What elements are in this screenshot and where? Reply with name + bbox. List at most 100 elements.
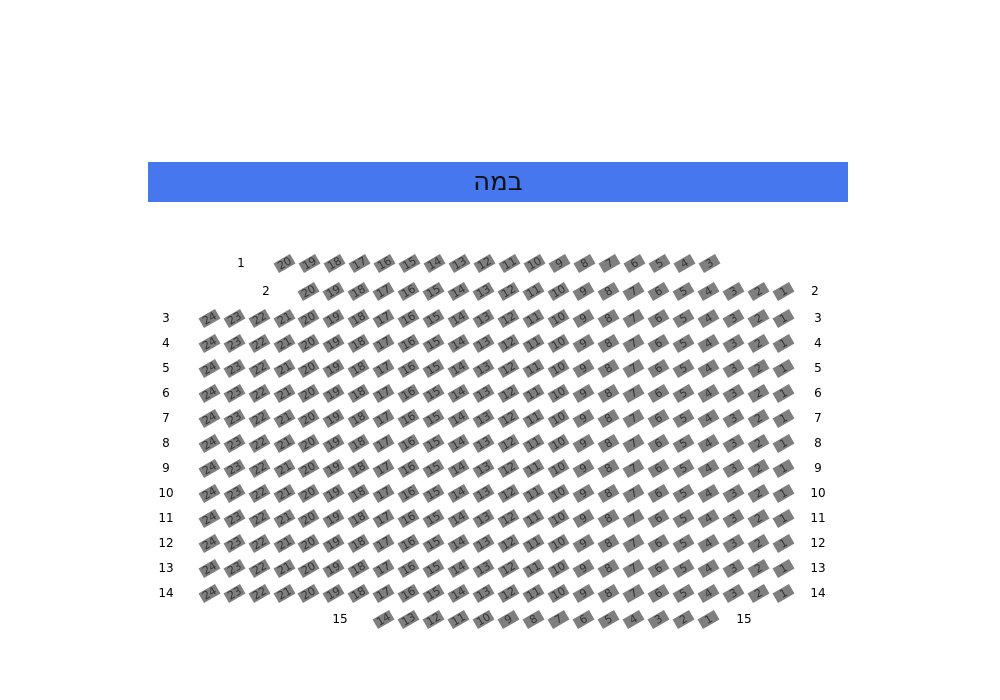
seat-row3-17[interactable]: 17	[372, 308, 395, 328]
seat-row9-7[interactable]: 7	[622, 458, 645, 478]
seat-row11-3[interactable]: 3	[722, 508, 745, 528]
seat-row11-5[interactable]: 5	[672, 508, 695, 528]
seat-row11-13[interactable]: 13	[472, 508, 495, 528]
seat-row8-11[interactable]: 11	[522, 433, 545, 453]
seat-row9-3[interactable]: 3	[722, 458, 745, 478]
seat-row6-24[interactable]: 24	[198, 383, 221, 403]
seat-row14-3[interactable]: 3	[722, 583, 745, 603]
seat-row3-20[interactable]: 20	[297, 308, 320, 328]
seat-row8-7[interactable]: 7	[622, 433, 645, 453]
seat-row9-9[interactable]: 9	[572, 458, 595, 478]
seat-row11-10[interactable]: 10	[547, 508, 570, 528]
seat-row8-9[interactable]: 9	[572, 433, 595, 453]
seat-row8-10[interactable]: 10	[547, 433, 570, 453]
seat-row5-10[interactable]: 10	[547, 358, 570, 378]
seat-row10-10[interactable]: 10	[547, 483, 570, 503]
seat-row11-8[interactable]: 8	[597, 508, 620, 528]
seat-row13-15[interactable]: 15	[422, 558, 445, 578]
seat-row14-24[interactable]: 24	[198, 583, 221, 603]
seat-row1-13[interactable]: 13	[448, 253, 471, 273]
seat-row3-10[interactable]: 10	[547, 308, 570, 328]
seat-row9-4[interactable]: 4	[697, 458, 720, 478]
seat-row3-21[interactable]: 21	[273, 308, 295, 328]
seat-row5-23[interactable]: 23	[223, 358, 246, 378]
seat-row10-17[interactable]: 17	[372, 483, 395, 503]
seat-row15-12[interactable]: 12	[422, 609, 445, 629]
seat-row3-11[interactable]: 11	[522, 308, 545, 328]
seat-row6-18[interactable]: 18	[347, 383, 370, 403]
seat-row9-23[interactable]: 23	[223, 458, 246, 478]
seat-row12-10[interactable]: 10	[547, 533, 570, 553]
seat-row14-13[interactable]: 13	[472, 583, 495, 603]
seat-row7-6[interactable]: 6	[647, 408, 670, 428]
seat-row14-17[interactable]: 17	[372, 583, 395, 603]
seat-row6-13[interactable]: 13	[472, 383, 495, 403]
seat-row8-19[interactable]: 19	[322, 433, 345, 453]
seat-row12-9[interactable]: 9	[572, 533, 595, 553]
seat-row11-4[interactable]: 4	[697, 508, 720, 528]
seat-row1-8[interactable]: 8	[573, 253, 596, 273]
seat-row2-7[interactable]: 7	[622, 281, 645, 301]
seat-row9-21[interactable]: 21	[273, 458, 295, 478]
seat-row8-1[interactable]: 1	[772, 433, 794, 453]
seat-row13-18[interactable]: 18	[347, 558, 370, 578]
seat-row11-6[interactable]: 6	[647, 508, 670, 528]
seat-row3-9[interactable]: 9	[572, 308, 595, 328]
seat-row12-11[interactable]: 11	[522, 533, 545, 553]
seat-row3-23[interactable]: 23	[223, 308, 246, 328]
seat-row9-22[interactable]: 22	[248, 458, 271, 478]
seat-row1-12[interactable]: 12	[473, 253, 496, 273]
seat-row2-11[interactable]: 11	[522, 281, 545, 301]
seat-row15-5[interactable]: 5	[597, 609, 620, 629]
seat-row10-22[interactable]: 22	[248, 483, 271, 503]
seat-row13-7[interactable]: 7	[622, 558, 645, 578]
seat-row7-21[interactable]: 21	[273, 408, 295, 428]
seat-row2-5[interactable]: 5	[672, 281, 695, 301]
seat-row3-5[interactable]: 5	[672, 308, 695, 328]
seat-row14-19[interactable]: 19	[322, 583, 345, 603]
seat-row13-19[interactable]: 19	[322, 558, 345, 578]
seat-row13-13[interactable]: 13	[472, 558, 495, 578]
seat-row12-24[interactable]: 24	[198, 533, 221, 553]
seat-row4-14[interactable]: 14	[447, 333, 470, 353]
seat-row12-14[interactable]: 14	[447, 533, 470, 553]
seat-row6-22[interactable]: 22	[248, 383, 271, 403]
seat-row14-1[interactable]: 1	[772, 583, 794, 603]
seat-row1-9[interactable]: 9	[548, 253, 571, 273]
seat-row8-2[interactable]: 2	[747, 433, 770, 453]
seat-row4-12[interactable]: 12	[497, 333, 520, 353]
seat-row7-19[interactable]: 19	[322, 408, 345, 428]
seat-row6-21[interactable]: 21	[273, 383, 295, 403]
seat-row14-5[interactable]: 5	[672, 583, 695, 603]
seat-row13-17[interactable]: 17	[372, 558, 395, 578]
seat-row8-13[interactable]: 13	[472, 433, 495, 453]
seat-row13-21[interactable]: 21	[273, 558, 295, 578]
seat-row6-16[interactable]: 16	[397, 383, 420, 403]
seat-row8-15[interactable]: 15	[422, 433, 445, 453]
seat-row6-5[interactable]: 5	[672, 383, 695, 403]
seat-row4-19[interactable]: 19	[322, 333, 345, 353]
seat-row7-18[interactable]: 18	[347, 408, 370, 428]
seat-row1-20[interactable]: 20	[273, 253, 296, 273]
seat-row6-3[interactable]: 3	[722, 383, 745, 403]
seat-row3-8[interactable]: 8	[597, 308, 620, 328]
seat-row3-7[interactable]: 7	[622, 308, 645, 328]
seat-row12-18[interactable]: 18	[347, 533, 370, 553]
seat-row3-18[interactable]: 18	[347, 308, 370, 328]
seat-row1-15[interactable]: 15	[398, 253, 421, 273]
seat-row15-14[interactable]: 14	[372, 609, 395, 629]
seat-row11-7[interactable]: 7	[622, 508, 645, 528]
seat-row6-8[interactable]: 8	[597, 383, 620, 403]
seat-row11-1[interactable]: 1	[772, 508, 794, 528]
seat-row15-3[interactable]: 3	[647, 609, 670, 629]
seat-row7-3[interactable]: 3	[722, 408, 745, 428]
seat-row7-1[interactable]: 1	[772, 408, 794, 428]
seat-row1-17[interactable]: 17	[348, 253, 371, 273]
seat-row5-13[interactable]: 13	[472, 358, 495, 378]
seat-row3-15[interactable]: 15	[422, 308, 445, 328]
seat-row10-2[interactable]: 2	[747, 483, 770, 503]
seat-row5-16[interactable]: 16	[397, 358, 420, 378]
seat-row14-14[interactable]: 14	[447, 583, 470, 603]
seat-row2-13[interactable]: 13	[472, 281, 495, 301]
seat-row9-13[interactable]: 13	[472, 458, 495, 478]
